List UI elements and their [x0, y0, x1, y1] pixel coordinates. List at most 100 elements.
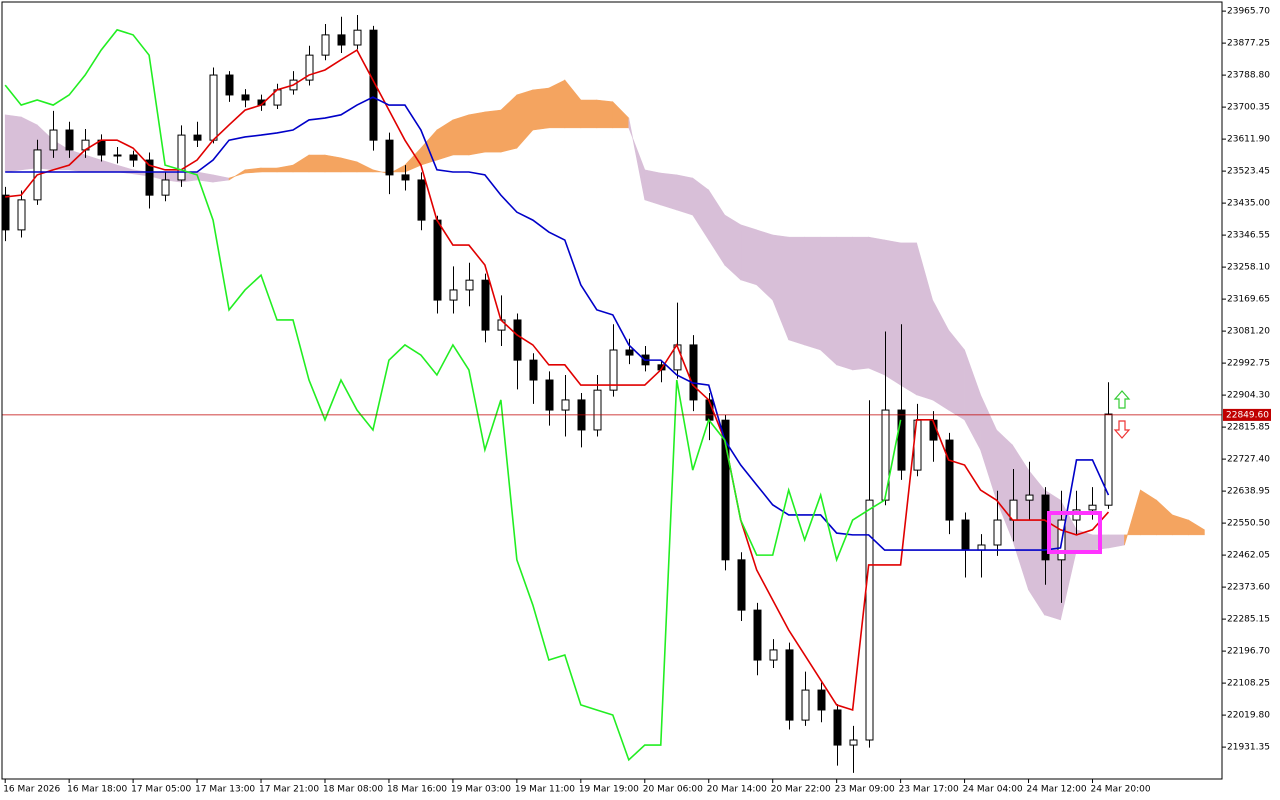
cloud-segment [740, 224, 758, 286]
candle-body [817, 689, 826, 711]
cloud-segment [644, 169, 662, 206]
y-tick-label: 23169.65 [1227, 295, 1270, 305]
cloud-segment [788, 236, 805, 346]
candle-body [225, 74, 234, 96]
candle-body [833, 709, 842, 746]
y-tick-label: 22992.75 [1227, 359, 1270, 369]
y-tick-label: 23611.90 [1227, 135, 1270, 145]
cloud-segment [868, 236, 885, 376]
candle-body [305, 54, 314, 81]
y-tick-label: 23788.80 [1227, 71, 1270, 81]
y-tick-label: 23258.10 [1227, 263, 1270, 273]
indicator-line [5, 48, 1110, 712]
x-tick-label: 17 Mar 05:00 [131, 785, 191, 795]
candle-body [1, 194, 10, 231]
x-tick-label: 24 Mar 20:00 [1090, 785, 1150, 795]
cloud-segment [452, 114, 470, 156]
x-tick-label: 19 Mar 11:00 [515, 785, 575, 795]
candle-body [721, 419, 730, 561]
axes: 23965.70 23877.25 23788.80 23700.35 23611.90… [3, 7, 1270, 795]
y-tick-label: 22550.50 [1227, 519, 1270, 529]
candles [1, 14, 1113, 773]
cloud-segment [324, 154, 342, 173]
ichimoku-cloud [4, 79, 1205, 621]
candle-body [993, 519, 1002, 546]
candle-body [625, 349, 634, 356]
candle-body [865, 499, 874, 741]
candle-body [561, 399, 570, 411]
candle-body [129, 154, 138, 161]
cloud-segment [468, 111, 486, 156]
y-tick-label: 22373.60 [1227, 583, 1270, 593]
candle-body [177, 134, 186, 181]
candle-body [145, 159, 154, 196]
candle-body [481, 279, 490, 331]
y-tick-label: 23877.25 [1227, 39, 1270, 49]
cloud-segment [1188, 519, 1205, 536]
cloud-segment [484, 109, 502, 153]
candle-body [369, 29, 378, 141]
candle-body [753, 609, 762, 661]
x-tick-label: 16 Mar 18:00 [67, 785, 127, 795]
x-tick-label: 19 Mar 03:00 [451, 785, 511, 795]
candle-body [769, 649, 778, 661]
y-tick-label: 22285.15 [1227, 615, 1270, 625]
indicator-line [4, 28, 902, 762]
x-tick-label: 20 Mar 22:00 [771, 785, 831, 795]
y-tick-label: 22904.30 [1227, 391, 1270, 401]
candle-body [113, 154, 122, 157]
x-tick-label: 24 Mar 12:00 [1027, 785, 1087, 795]
x-tick-label: 18 Mar 16:00 [387, 785, 447, 795]
cloud-segment [884, 239, 901, 386]
x-tick-label: 16 Mar 2026 [3, 785, 60, 795]
x-tick-label: 20 Mar 06:00 [643, 785, 703, 795]
y-tick-label: 23523.45 [1227, 167, 1270, 177]
y-tick-label: 23965.70 [1227, 7, 1270, 17]
y-tick-label: 22462.05 [1227, 551, 1270, 561]
candle-body [545, 379, 554, 411]
cloud-segment [548, 79, 566, 129]
cloud-segment [676, 174, 694, 216]
candle-body [609, 349, 618, 391]
candle-body [193, 134, 202, 141]
candle-body [593, 389, 602, 431]
candle-body [1104, 413, 1113, 506]
candle-body [897, 409, 906, 471]
candle-body [849, 739, 858, 746]
y-tick-label: 23435.00 [1227, 199, 1270, 209]
x-tick-label: 18 Mar 08:00 [323, 785, 383, 795]
x-tick-label: 23 Mar 09:00 [835, 785, 895, 795]
candle-body [1088, 504, 1097, 511]
candle-body [529, 359, 538, 381]
y-tick-label: 22727.40 [1227, 455, 1270, 465]
candle-body [961, 519, 970, 551]
x-tick-label: 23 Mar 17:00 [899, 785, 959, 795]
candle-body [401, 174, 410, 181]
y-tick-label: 22019.80 [1227, 711, 1270, 721]
candle-body [945, 439, 954, 521]
cloud-segment [820, 236, 837, 366]
candle-body [337, 34, 346, 46]
candle-body [65, 129, 74, 151]
cloud-segment [308, 154, 326, 173]
current-price-box [1223, 408, 1271, 421]
cloud-segment [836, 236, 853, 371]
current-price: 22849.60 [2, 408, 1271, 421]
candle-body [433, 219, 442, 301]
highlight-box [1047, 511, 1102, 554]
candle-body [241, 94, 250, 101]
candle-body [417, 179, 426, 221]
candle-body [17, 199, 26, 231]
x-tick-label: 24 Mar 04:00 [963, 785, 1023, 795]
cloud-segment [804, 236, 821, 351]
cloud-segment [660, 172, 678, 211]
candle-body [49, 129, 58, 151]
candle-body [737, 559, 746, 611]
cloud-segment [900, 242, 917, 396]
cloud-segment [4, 114, 22, 173]
x-tick-label: 20 Mar 14:00 [707, 785, 767, 795]
plot-frame [1, 1, 1223, 780]
cloud-segment [532, 87, 550, 131]
x-tick-label: 19 Mar 19:00 [579, 785, 639, 795]
